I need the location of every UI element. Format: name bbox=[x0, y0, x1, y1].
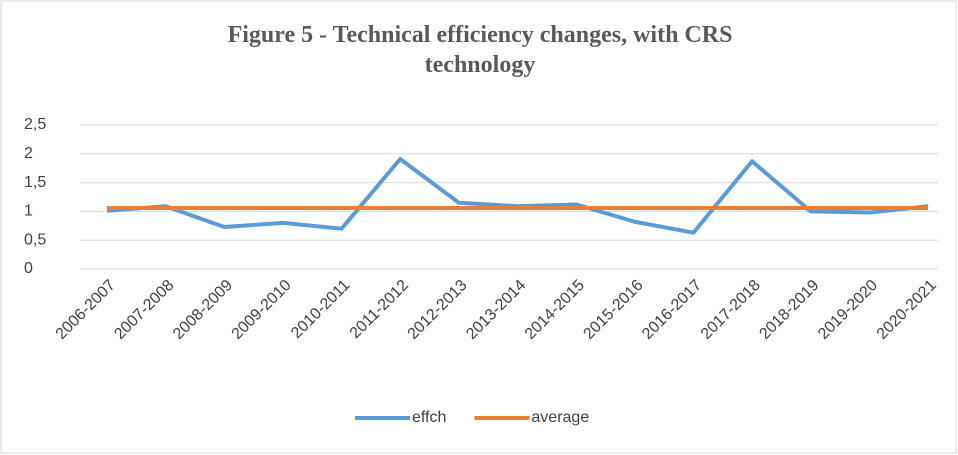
y-tick-label: 1,5 bbox=[24, 174, 46, 191]
x-tick-label: 2011-2012 bbox=[347, 277, 412, 342]
chart-title: Figure 5 - Technical efficiency changes,… bbox=[227, 22, 733, 78]
x-tick-label: 2012-2013 bbox=[405, 277, 471, 343]
x-tick-label: 2020-2021 bbox=[874, 277, 940, 343]
x-tick-label: 2016-2017 bbox=[639, 277, 705, 343]
y-tick-label: 0,5 bbox=[24, 231, 46, 248]
y-tick-label: 0 bbox=[24, 260, 33, 277]
x-tick-label: 2008-2009 bbox=[170, 277, 236, 343]
x-tick-label: 2013-2014 bbox=[463, 277, 529, 343]
y-tick-label: 2,5 bbox=[24, 116, 46, 133]
legend-label: effch bbox=[412, 409, 446, 426]
x-tick-label: 2014-2015 bbox=[522, 277, 588, 343]
y-tick-label: 1 bbox=[24, 203, 33, 220]
x-tick-label: 2018-2019 bbox=[756, 277, 822, 343]
x-tick-label: 2007-2008 bbox=[111, 277, 177, 343]
x-tick-label: 2019-2020 bbox=[815, 277, 881, 343]
x-tick-label: 2006-2007 bbox=[53, 277, 119, 343]
legend-label: average bbox=[531, 409, 589, 426]
x-tick-label: 2009-2010 bbox=[229, 277, 295, 343]
x-tick-label: 2015-2016 bbox=[580, 277, 646, 343]
y-tick-label: 2 bbox=[24, 145, 33, 162]
x-tick-label: 2017-2018 bbox=[698, 277, 764, 343]
line-series bbox=[106, 156, 929, 235]
x-tick-label: 2010-2011 bbox=[288, 277, 353, 342]
